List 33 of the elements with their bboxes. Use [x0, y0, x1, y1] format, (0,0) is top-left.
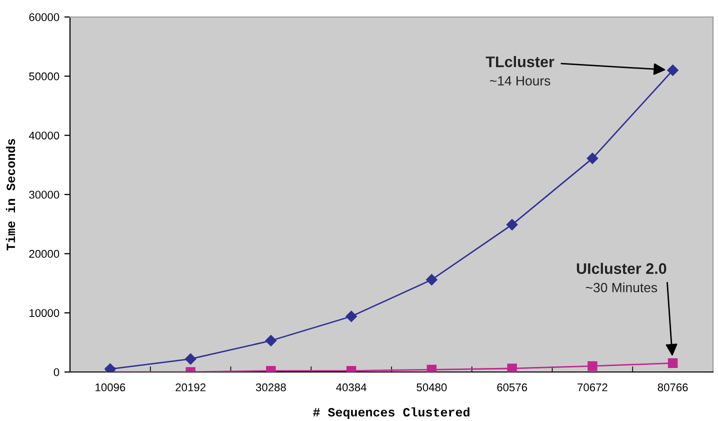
point — [426, 274, 438, 286]
text: UIcluster 2.0 — [576, 262, 666, 274]
point — [586, 152, 598, 164]
y-axis-title: Time in Seconds — [6, 139, 16, 250]
x-tick-label: 70672 — [578, 383, 608, 392]
y-tick-label: 50000 — [29, 72, 60, 80]
point — [668, 358, 678, 368]
point — [667, 64, 678, 76]
text: TLcluster — [486, 56, 554, 68]
point — [426, 364, 437, 372]
point — [265, 335, 277, 346]
y-tick-label: 20000 — [29, 250, 60, 258]
x-tick-label: 40384 — [336, 383, 366, 392]
x-tick-label: 30288 — [256, 383, 286, 392]
y-tick-label: 40000 — [28, 132, 60, 140]
point — [507, 364, 517, 372]
annotation: ~30 Minutes — [586, 282, 658, 292]
annotation: ~14 Hours — [490, 76, 550, 86]
point — [588, 361, 598, 371]
y-tick-label: 30000 — [29, 190, 60, 199]
y-tick-label: 0 — [54, 368, 60, 376]
point — [184, 353, 196, 365]
x-tick-label: 20192 — [176, 383, 206, 392]
x-axis-title: # Sequences Clustered — [313, 407, 470, 420]
y-tick-label: 60000 — [29, 13, 60, 22]
y-tick-label: 10000 — [30, 309, 60, 317]
point — [506, 219, 518, 230]
x-tick-label: 50480 — [416, 383, 447, 392]
point — [346, 310, 357, 322]
point — [104, 363, 116, 372]
x-tick-label: 80766 — [658, 383, 688, 392]
x-tick-label: 10096 — [96, 383, 126, 392]
x-tick-label: 60576 — [497, 383, 528, 392]
